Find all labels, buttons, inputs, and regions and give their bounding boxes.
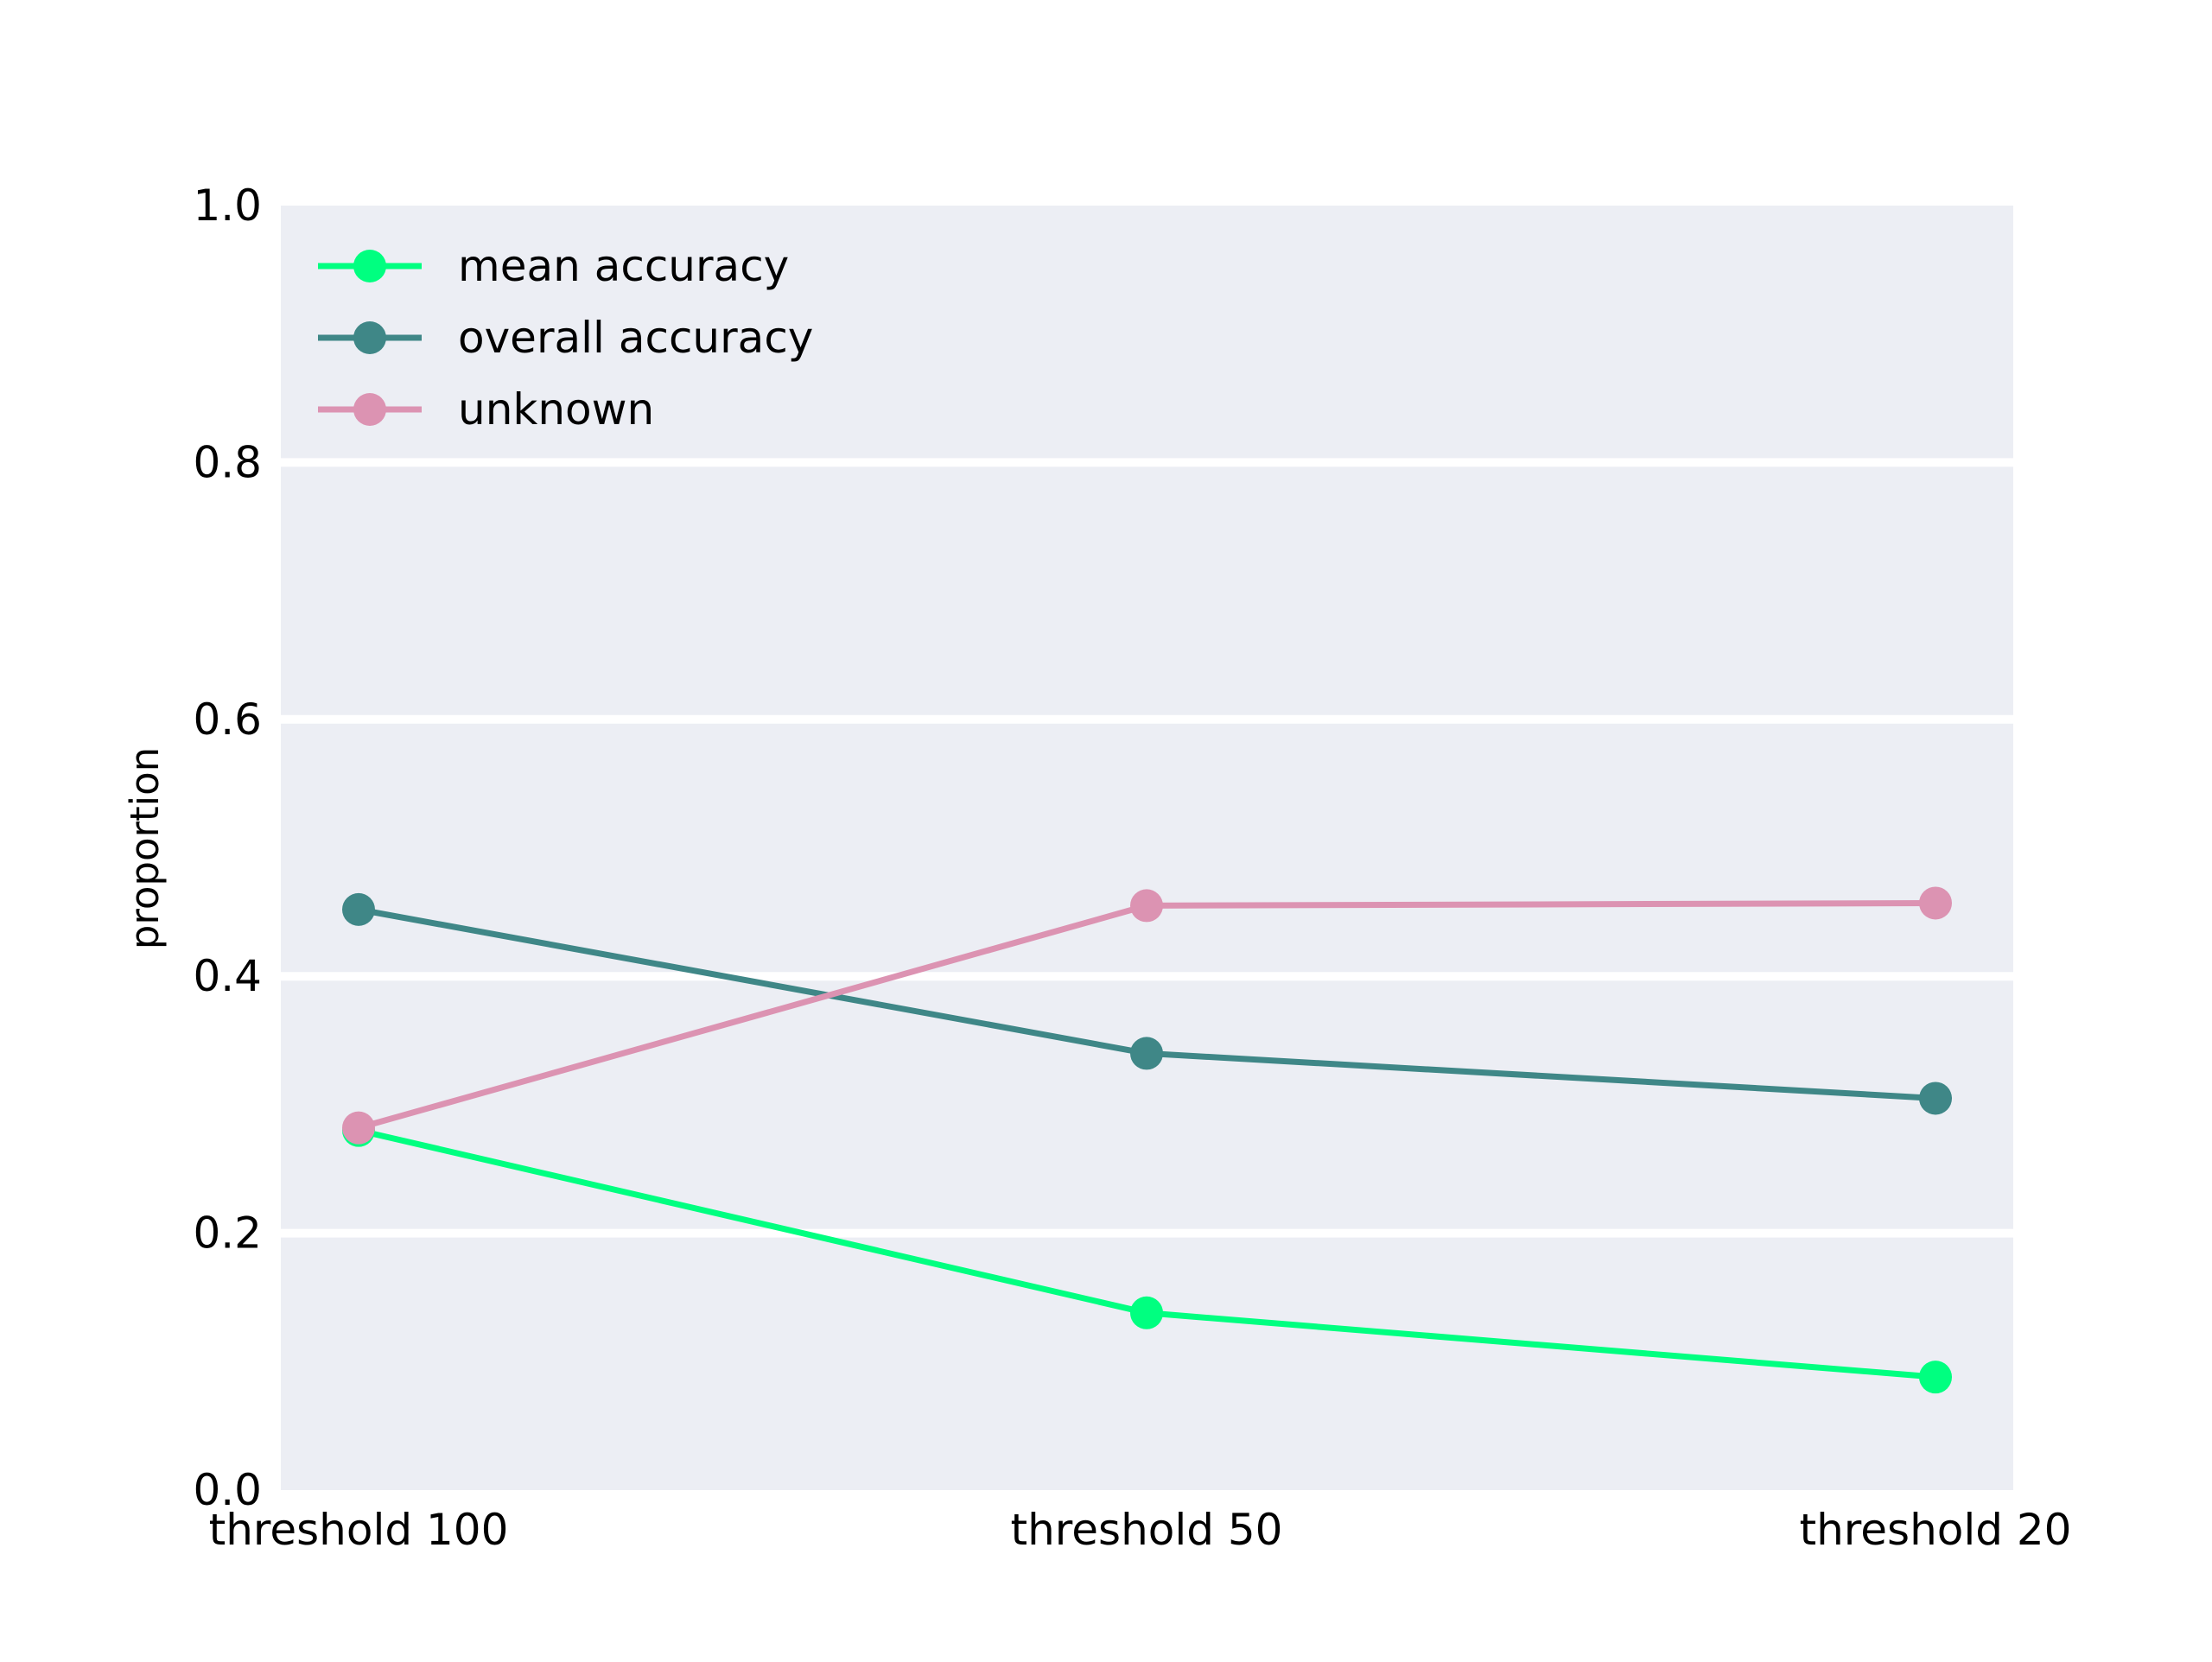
legend-marker (353, 321, 386, 354)
y-tick-label: 0.8 (193, 437, 262, 487)
grid-lines (281, 458, 2013, 1238)
data-point (342, 892, 375, 926)
legend-item: mean accuracy (318, 241, 789, 291)
legend-item: overall accuracy (318, 313, 813, 363)
legend: mean accuracy overall accuracy unknown (318, 241, 813, 435)
data-point (1130, 889, 1163, 923)
series-unknown (342, 886, 1952, 1145)
y-axis-label: proportion (122, 747, 168, 949)
x-tick-label: threshold 20 (1800, 1505, 2072, 1555)
legend-label: unknown (458, 384, 654, 435)
x-tick-label: threshold 50 (1011, 1505, 1283, 1555)
x-tick-label: threshold 100 (209, 1505, 509, 1555)
y-tick-label: 0.4 (193, 951, 262, 1001)
legend-label: mean accuracy (458, 241, 789, 291)
data-point (342, 1111, 375, 1145)
plot-background (281, 206, 2013, 1490)
data-point (1130, 1296, 1163, 1329)
data-point (1919, 1361, 1952, 1394)
data-point (1919, 1082, 1952, 1115)
y-tick-label: 0.6 (193, 695, 262, 745)
legend-label: overall accuracy (458, 313, 813, 363)
y-tick-label: 0.2 (193, 1208, 262, 1259)
x-tick-labels: threshold 100 threshold 50 threshold 20 (209, 1505, 2072, 1555)
y-tick-label: 0.0 (193, 1465, 262, 1515)
legend-marker (353, 393, 386, 426)
legend-item: unknown (318, 384, 654, 435)
legend-marker (353, 250, 386, 282)
data-point (1130, 1037, 1163, 1070)
series-layer (342, 886, 1952, 1394)
data-point (1919, 886, 1952, 920)
y-tick-labels: 0.0 0.2 0.4 0.6 0.8 1.0 (193, 181, 262, 1515)
y-tick-label: 1.0 (193, 181, 262, 231)
series-overall-accuracy (342, 892, 1952, 1115)
